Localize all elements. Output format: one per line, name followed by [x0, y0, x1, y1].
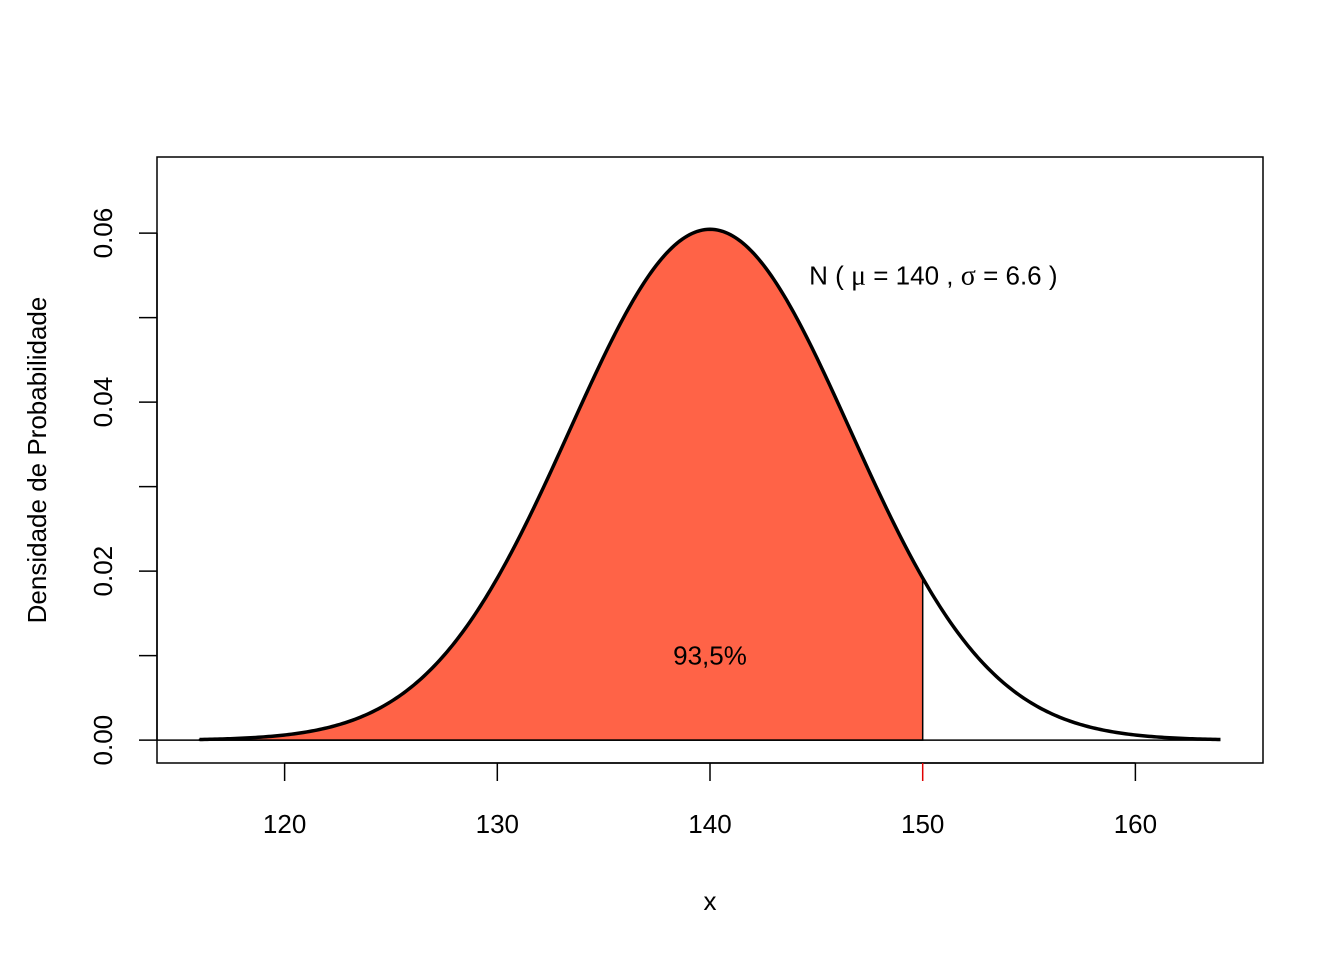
y-tick-label: 0.06: [88, 208, 118, 259]
sigma-symbol: σ: [961, 260, 976, 291]
density-curve: [199, 227, 1221, 742]
shaded-area: [198, 228, 924, 741]
y-tick-label: 0.04: [88, 377, 118, 428]
x-axis-title: x: [704, 886, 717, 916]
mu-value: 140: [896, 260, 939, 290]
y-tick-label: 0.02: [88, 546, 118, 597]
y-tick-label: 0.00: [88, 715, 118, 766]
x-tick-label: 160: [1114, 809, 1157, 839]
x-axis: 120 130 140 150 160: [263, 762, 1157, 839]
mu-symbol: μ: [851, 260, 866, 291]
sigma-value: 6.6: [1006, 260, 1042, 290]
y-axis-title: Densidade de Probabilidade: [22, 297, 52, 624]
shaded-area-percent-label: 93,5%: [673, 641, 747, 671]
x-tick-label: 120: [263, 809, 306, 839]
x-tick-label: 130: [476, 809, 519, 839]
x-tick-label: 150: [901, 809, 944, 839]
distribution-label: N ( μ = 140 , σ = 6.6 ): [809, 260, 1057, 291]
y-axis: 0.00 0.02 0.04 0.06: [88, 208, 158, 766]
x-tick-label: 140: [688, 809, 731, 839]
distribution-name: N: [809, 260, 828, 290]
